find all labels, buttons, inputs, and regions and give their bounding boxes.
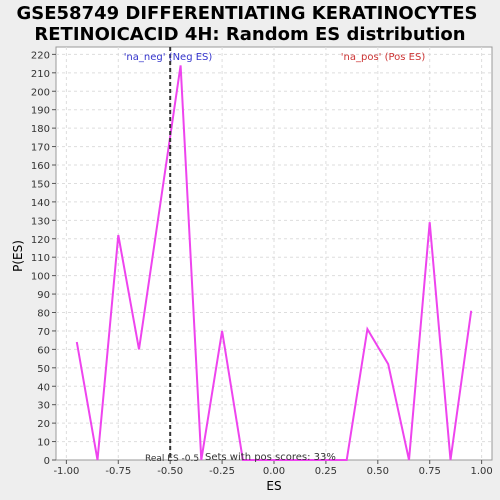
x-tick-label: 0.50: [367, 466, 389, 477]
y-tick-label: 20: [37, 419, 50, 430]
x-tick-label: -1.00: [53, 466, 79, 477]
y-tick-label: 80: [37, 309, 50, 320]
y-tick-label: 70: [37, 327, 50, 338]
sets-pos-scores-label: Sets with pos scores: 33%: [205, 452, 336, 463]
real-es-label: Real ES -0.5: [145, 454, 199, 464]
y-axis: 0 10 20 30 40 50 60 70 80 90 100 110 120 130 140 150 160…: [31, 50, 56, 467]
y-tick-label: 40: [37, 382, 50, 393]
y-tick-label: 170: [31, 143, 50, 154]
x-tick-label: 0.75: [419, 466, 441, 477]
y-tick-label: 0: [44, 456, 50, 467]
x-tick-label: -0.25: [209, 466, 235, 477]
x-tick-label: -0.50: [157, 466, 183, 477]
chart-title-line1: GSE58749 DIFFERENTIATING KERATINOCYTES: [16, 3, 477, 24]
y-tick-label: 100: [31, 272, 50, 283]
x-tick-label: -0.75: [105, 466, 131, 477]
y-tick-label: 90: [37, 290, 50, 301]
y-tick-label: 160: [31, 161, 50, 172]
y-tick-label: 180: [31, 124, 50, 135]
y-tick-label: 60: [37, 345, 50, 356]
y-tick-label: 30: [37, 401, 50, 412]
y-tick-label: 140: [31, 198, 50, 209]
y-tick-label: 220: [31, 50, 50, 61]
y-tick-label: 200: [31, 87, 50, 98]
y-tick-label: 190: [31, 106, 50, 117]
y-tick-label: 50: [37, 364, 50, 375]
y-tick-label: 120: [31, 235, 50, 246]
y-tick-label: 110: [31, 253, 50, 264]
y-axis-label: P(ES): [11, 240, 25, 272]
chart-title-line2: RETINOICACID 4H: Random ES distribution: [34, 24, 465, 45]
y-tick-label: 210: [31, 69, 50, 80]
neg-es-label: 'na_neg' (Neg ES): [124, 52, 213, 63]
y-tick-label: 130: [31, 216, 50, 227]
x-tick-label: 0.00: [263, 466, 285, 477]
x-tick-label: 0.25: [315, 466, 337, 477]
pos-es-label: 'na_pos' (Pos ES): [341, 52, 426, 63]
x-axis-label: ES: [266, 479, 281, 493]
y-tick-label: 10: [37, 438, 50, 449]
y-tick-label: 150: [31, 179, 50, 190]
x-tick-label: 1.00: [470, 466, 492, 477]
